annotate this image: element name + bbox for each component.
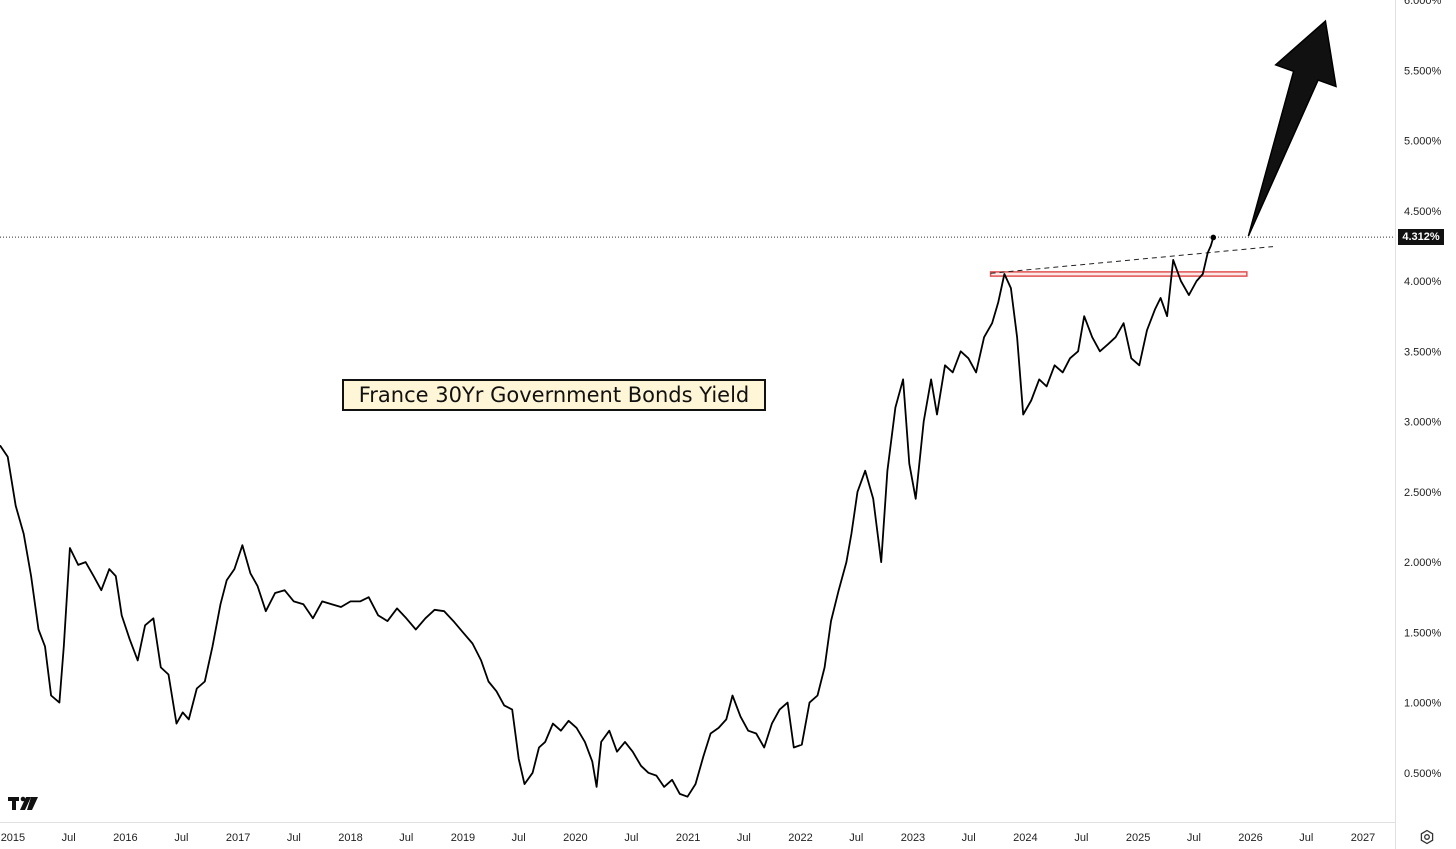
x-tick-label: Jul — [624, 832, 638, 844]
y-tick-label: 0.500% — [1404, 768, 1442, 780]
x-tick-label: Jul — [399, 832, 413, 844]
x-tick-label: 2023 — [901, 832, 925, 844]
y-tick-label: 3.500% — [1404, 346, 1442, 358]
x-tick-label: 2016 — [113, 832, 137, 844]
x-tick-label: Jul — [1187, 832, 1201, 844]
x-tick-label: 2015 — [1, 832, 25, 844]
x-tick-label: 2018 — [338, 832, 362, 844]
last-data-point[interactable] — [1210, 234, 1217, 241]
x-tick-label: 2025 — [1126, 832, 1150, 844]
y-tick-label: 2.000% — [1404, 557, 1442, 569]
chart-title: France 30Yr Government Bonds Yield — [342, 379, 766, 411]
up-arrow-annotation — [1247, 19, 1337, 237]
x-tick-label: Jul — [512, 832, 526, 844]
gear-icon[interactable] — [1419, 829, 1435, 845]
tradingview-logo-icon — [8, 796, 38, 810]
resistance-zone — [989, 271, 1248, 277]
x-tick-label: 2019 — [451, 832, 475, 844]
x-tick-label: Jul — [62, 832, 76, 844]
x-tick-label: 2022 — [788, 832, 812, 844]
x-tick-label: Jul — [849, 832, 863, 844]
y-axis: 0.500% 1.000% 1.500% 2.000% 2.500% 3.000% 3.50… — [1404, 0, 1442, 780]
x-tick-label: Jul — [1074, 832, 1088, 844]
x-tick-label: 2024 — [1013, 832, 1037, 844]
y-tick-label: 5.500% — [1404, 65, 1442, 77]
yield-series-line[interactable] — [0, 237, 1215, 798]
y-tick-label: 2.500% — [1404, 487, 1442, 499]
x-tick-label: Jul — [737, 832, 751, 844]
last-value-label: 4.312% — [1398, 229, 1444, 245]
y-tick-label: 1.000% — [1404, 698, 1442, 710]
x-tick-label: 2021 — [676, 832, 700, 844]
y-tick-label: 4.000% — [1404, 276, 1442, 288]
x-tick-label: 2027 — [1351, 832, 1375, 844]
x-axis: 2015 Jul 2016 Jul 2017 Jul 2018 Jul 2019 Jul 2020 J… — [1, 832, 1376, 844]
x-tick-label: 2017 — [226, 832, 250, 844]
x-tick-label: 2026 — [1238, 832, 1262, 844]
x-tick-label: Jul — [962, 832, 976, 844]
x-tick-label: 2020 — [563, 832, 587, 844]
trendline — [990, 246, 1274, 274]
x-tick-label: Jul — [174, 832, 188, 844]
x-tick-label: Jul — [287, 832, 301, 844]
y-tick-label: 6.000% — [1404, 0, 1442, 7]
x-tick-label: Jul — [1299, 832, 1313, 844]
y-tick-label: 4.500% — [1404, 206, 1442, 218]
y-tick-label: 5.000% — [1404, 136, 1442, 148]
y-tick-label: 3.000% — [1404, 417, 1442, 429]
y-tick-label: 1.500% — [1404, 627, 1442, 639]
